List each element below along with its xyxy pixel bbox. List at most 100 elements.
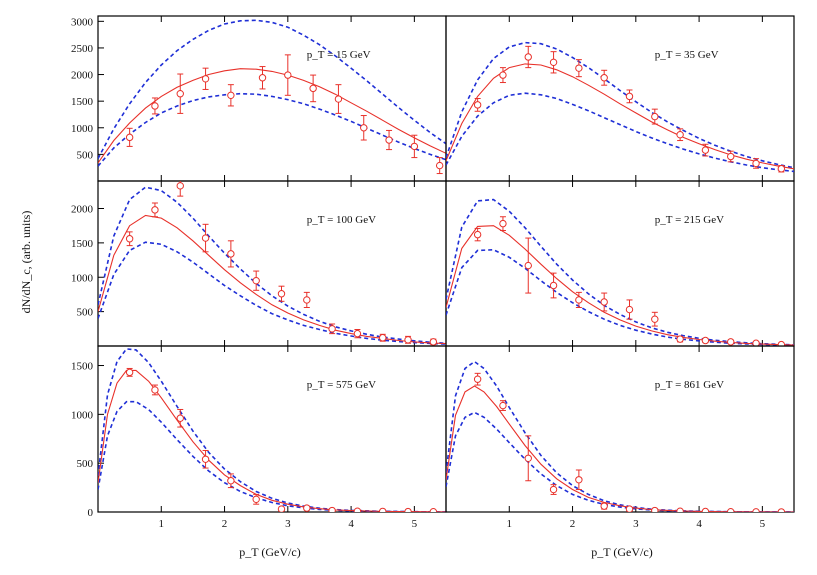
x-tick-label: 1 [507, 518, 513, 530]
data-point [201, 75, 210, 83]
y-tick-label: 500 [77, 307, 94, 319]
data-point [125, 368, 134, 377]
x-tick-label: 3 [633, 518, 639, 530]
data-point [227, 91, 235, 100]
data-point [353, 329, 362, 338]
upper-band-curve [446, 198, 794, 346]
panel-plot-area [446, 360, 794, 512]
data-point [176, 90, 184, 98]
data-point [379, 507, 387, 512]
panel-frame [97, 180, 447, 347]
data-point [334, 95, 343, 103]
y-tick-label: 2500 [71, 43, 94, 55]
central-fit-curve [446, 63, 794, 170]
y-tick-label: 500 [77, 458, 94, 470]
panel-plot-area [446, 198, 794, 346]
data-point [752, 508, 760, 512]
data-point [651, 315, 659, 323]
data-point [549, 58, 558, 67]
y-tick-label: 1500 [71, 361, 94, 373]
y-tick-label: 0 [88, 507, 94, 519]
panel-label: p_T = 35 GeV [655, 49, 719, 61]
central-fit-curve [98, 68, 446, 164]
x-tick-label: 2 [570, 518, 576, 530]
data-point [410, 142, 419, 151]
panel-label: p_T = 215 GeV [655, 214, 724, 226]
data-point [752, 159, 760, 168]
data-point [429, 508, 438, 512]
data-point [176, 182, 184, 190]
panel-label: p_T = 575 GeV [307, 379, 376, 391]
data-point [727, 338, 735, 346]
x-tick-label: 4 [348, 518, 354, 530]
data-point [227, 477, 235, 485]
upper-band-curve [98, 186, 446, 345]
data-point [676, 130, 684, 139]
lower-band-curve [446, 92, 794, 173]
data-point [625, 505, 634, 512]
x-tick-label: 4 [696, 518, 702, 530]
y-tick-label: 1500 [71, 96, 94, 108]
y-axis-title: dN/dN_c, (arb. units) [19, 211, 33, 314]
data-point [777, 340, 786, 346]
data-point [277, 290, 286, 298]
data-point [201, 234, 210, 242]
data-point [360, 124, 368, 132]
panel-row2-left: 500 1000 1500 2000 p_T = 100 GeV [71, 180, 447, 347]
panel-row2-right: p_T = 215 GeV [445, 180, 795, 347]
panel-plot-area [446, 41, 794, 173]
upper-band-curve [98, 19, 446, 159]
y-tick-label: 1000 [71, 409, 94, 421]
panel-frame [445, 180, 795, 347]
data-point [353, 507, 362, 512]
data-point [524, 261, 532, 270]
data-point [752, 339, 760, 346]
data-point [701, 146, 710, 154]
data-point [676, 507, 684, 512]
data-point [151, 206, 159, 214]
y-tick-label: 2000 [71, 70, 94, 82]
x-axis-title-right: p_T (GeV/c) [591, 545, 652, 559]
data-point [151, 102, 159, 110]
data-point [473, 101, 482, 109]
data-point [201, 455, 210, 463]
data-point [404, 507, 412, 512]
data-point [549, 485, 558, 494]
y-tick-label: 3000 [71, 16, 94, 28]
data-point [575, 64, 583, 72]
x-axis-title-left: p_T (GeV/c) [239, 545, 300, 559]
data-point [524, 53, 532, 61]
data-point [125, 235, 134, 243]
data-point [524, 454, 532, 462]
x-tick-label: 5 [760, 518, 766, 530]
panel-plot-area [98, 181, 446, 346]
y-tick-label: 2000 [71, 204, 94, 216]
data-point [651, 506, 659, 512]
panel-frame [97, 15, 447, 182]
panel-row1-right: p_T = 35 GeV [445, 15, 795, 182]
data-point [125, 133, 134, 142]
panel-label: p_T = 861 GeV [655, 379, 724, 391]
panel-frame [445, 15, 795, 182]
upper-band-curve [446, 360, 794, 512]
central-fit-curve [446, 225, 794, 346]
data-point [473, 230, 482, 239]
data-point [727, 152, 735, 161]
data-point [701, 507, 710, 512]
y-tick-label: 500 [77, 149, 94, 161]
data-point [277, 505, 286, 512]
data-point [701, 336, 710, 345]
data-point [227, 250, 235, 258]
data-point [777, 508, 786, 512]
data-point [404, 336, 412, 344]
data-point [625, 305, 634, 314]
data-point [575, 476, 583, 484]
data-point [499, 71, 507, 79]
upper-band-curve [446, 41, 794, 169]
data-point [252, 276, 260, 285]
data-point [549, 281, 558, 290]
data-point [176, 414, 184, 422]
data-point [328, 506, 336, 512]
